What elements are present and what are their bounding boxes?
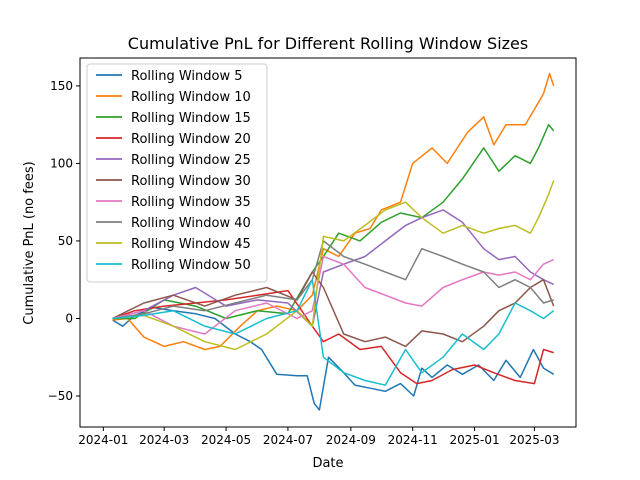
x-tick-label: 2024-09: [326, 433, 376, 447]
x-tick-label: 2024-07: [263, 433, 313, 447]
x-tick-label: 2024-01: [78, 433, 128, 447]
legend-label: Rolling Window 40: [131, 216, 251, 231]
legend-label: Rolling Window 15: [131, 111, 251, 126]
x-tick-label: 2025-01: [449, 433, 499, 447]
legend: Rolling Window 5 Rolling Window 10 Rolling…: [86, 63, 268, 283]
legend-label: Rolling Window 5: [131, 69, 243, 84]
series-line-2: [112, 72, 555, 351]
legend-label: Rolling Window 20: [131, 132, 251, 147]
legend-label: Rolling Window 10: [131, 90, 251, 105]
chart-title: Cumulative PnL for Different Rolling Win…: [128, 34, 528, 53]
series-line-5: [112, 209, 555, 327]
x-tick-label: 2024-03: [139, 433, 189, 447]
x-tick-label: 2025-03: [509, 433, 559, 447]
legend-label: Rolling Window 50: [131, 258, 251, 273]
y-tick-label: 50: [58, 234, 73, 248]
y-axis-label: Cumulative PnL (no fees): [22, 161, 37, 324]
x-tick-label: 2024-05: [201, 433, 251, 447]
legend-box: [86, 63, 268, 283]
y-tick-label: −50: [48, 389, 73, 403]
series-line-9: [112, 180, 555, 351]
series-line-3: [112, 123, 555, 320]
y-axis: −50 0 50 100 150: [48, 79, 80, 403]
series-line-8: [112, 240, 554, 320]
legend-label: Rolling Window 45: [131, 237, 251, 252]
y-tick-label: 150: [50, 79, 73, 93]
legend-label: Rolling Window 35: [131, 195, 251, 210]
legend-label: Rolling Window 30: [131, 174, 251, 189]
y-tick-label: 0: [65, 311, 73, 325]
series-line-6: [112, 271, 555, 348]
series-layer: [112, 72, 555, 411]
series-line-10: [112, 278, 555, 386]
series-line-4: [112, 289, 554, 385]
legend-label: Rolling Window 25: [131, 153, 251, 168]
series-line-7: [112, 255, 555, 335]
x-axis-label: Date: [312, 456, 343, 471]
x-axis: 2024-01 2024-03 2024-05 2024-07 2024-09 2024-…: [78, 427, 559, 447]
y-tick-label: 100: [50, 156, 73, 170]
x-tick-label: 2024-11: [388, 433, 438, 447]
plot-area-frame: [79, 57, 577, 428]
